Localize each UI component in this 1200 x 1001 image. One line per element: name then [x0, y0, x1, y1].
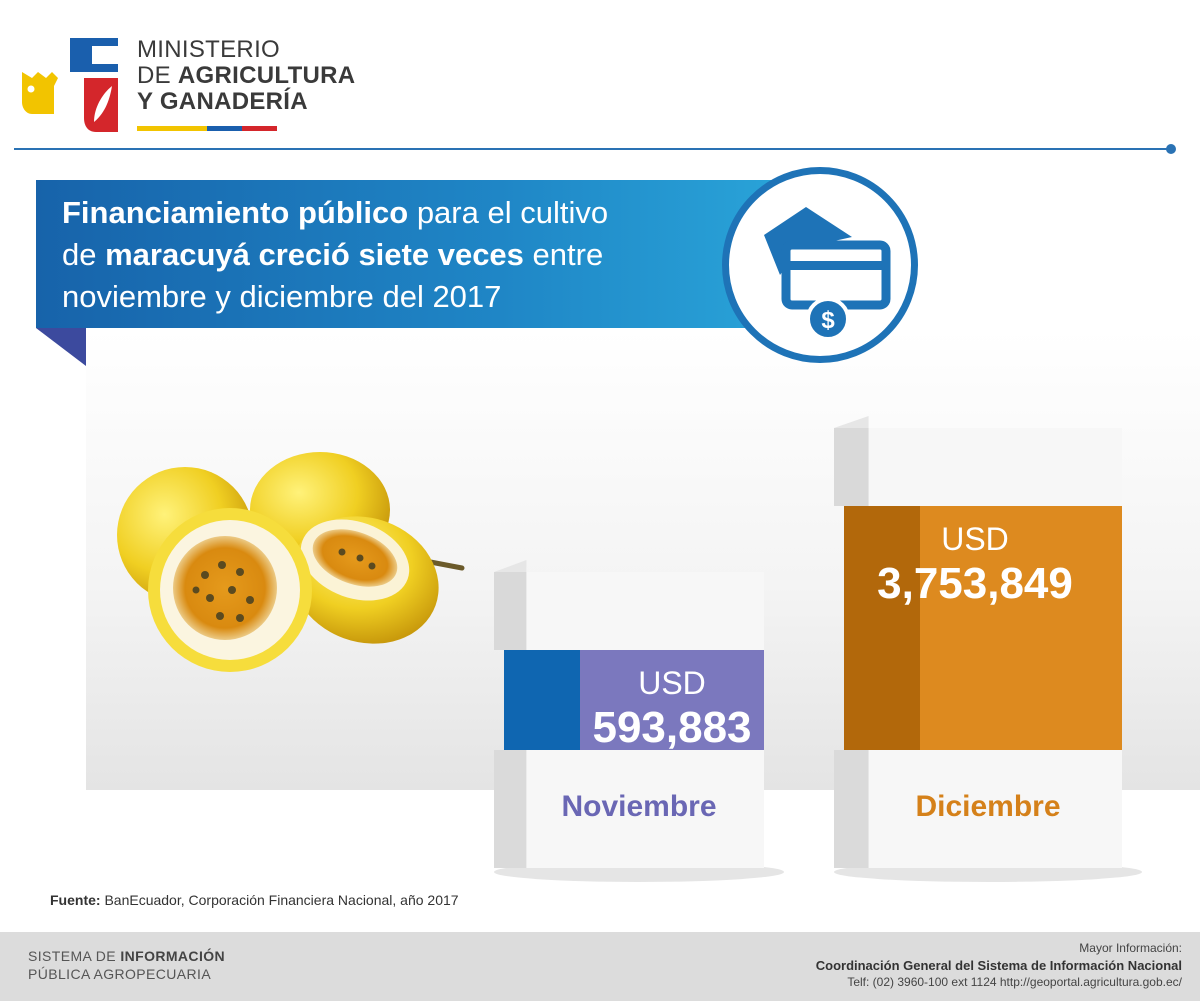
- title-banner: [36, 180, 808, 328]
- value-label-diciembre: 3,753,849: [877, 559, 1073, 608]
- source-text: BanEcuador, Corporación Financiera Nacio…: [100, 892, 459, 908]
- bar-cap-bevel-diciembre: [834, 416, 869, 428]
- footer: SISTEMA DE INFORMACIÓN PÚBLICA AGROPECUA…: [0, 932, 1200, 1001]
- bar-base-side-diciembre: [834, 750, 869, 868]
- ministry-line-2-prefix: DE: [137, 62, 178, 89]
- category-label-noviembre: Noviembre: [561, 790, 716, 823]
- svg-text:$: $: [821, 307, 835, 334]
- value-label-noviembre: 593,883: [592, 703, 751, 752]
- footer-more-info: Mayor Información:: [1079, 941, 1182, 955]
- ministry-line-2-bold: AGRICULTURA: [177, 62, 356, 89]
- flag-blue-segment: [207, 126, 242, 131]
- bar-side-diciembre: [844, 506, 920, 750]
- source-note: Fuente: BanEcuador, Corporación Financie…: [50, 892, 459, 908]
- passion-fruit-illustration: [117, 452, 465, 672]
- flag-yellow-segment: [137, 126, 207, 131]
- flag-red-segment: [242, 126, 277, 131]
- footer-system-line-2: PÚBLICA AGROPECUARIA: [28, 966, 212, 982]
- value-currency-diciembre: USD: [941, 521, 1009, 557]
- ministry-line-2: DE AGRICULTURA: [137, 63, 355, 89]
- footer-system-name: SISTEMA DE INFORMACIÓN PÚBLICA AGROPECUA…: [28, 947, 225, 983]
- ministry-line-1: MINISTERIO: [137, 36, 281, 63]
- footer-system-prefix: SISTEMA DE: [28, 948, 121, 964]
- flag-color-bar: [137, 126, 277, 131]
- bar-cap-side-noviembre: [494, 572, 527, 650]
- credit-card-dollar-icon: $: [722, 167, 918, 363]
- headline: Financiamiento público para el cultivo d…: [62, 192, 722, 318]
- footer-phone-url: Telf: (02) 3960-100 ext 1124 http://geop…: [847, 975, 1182, 989]
- bar-side-noviembre: [504, 650, 580, 750]
- ministry-logo-icon: [22, 38, 118, 132]
- header-divider-dot: [1166, 144, 1176, 154]
- bar-noviembre: [580, 650, 764, 750]
- headline-bold-1: Financiamiento público: [62, 195, 409, 230]
- bar-cap-diciembre: [834, 428, 1122, 506]
- footer-system-line-1: SISTEMA DE INFORMACIÓN: [28, 947, 225, 965]
- headline-prefix-2: de: [62, 237, 106, 272]
- bar-cap-side-diciembre: [834, 428, 869, 506]
- bar-base-noviembre: [494, 750, 764, 868]
- bar-base-side-noviembre: [494, 750, 527, 868]
- bar-base-diciembre: [834, 750, 1122, 868]
- header-divider: [14, 148, 1172, 150]
- headline-line-3: noviembre y diciembre del 2017: [62, 279, 502, 314]
- ministry-line-3-bold: Y GANADERÍA: [137, 88, 308, 115]
- value-currency-noviembre: USD: [638, 665, 706, 701]
- ministry-name: MINISTERIO DE AGRICULTURA Y GANADERÍA: [137, 37, 355, 115]
- source-label: Fuente:: [50, 892, 101, 908]
- bar-cap-noviembre: [494, 572, 764, 650]
- headline-line-1: Financiamiento público para el cultivo: [62, 192, 722, 234]
- headline-bold-2: maracuyá creció siete veces: [105, 237, 524, 272]
- ministry-line-3: Y GANADERÍA: [137, 89, 355, 115]
- headline-line-2: de maracuyá creció siete veces entre: [62, 234, 722, 276]
- footer-system-bold: INFORMACIÓN: [120, 948, 226, 964]
- bar-cap-bevel-noviembre: [494, 560, 527, 572]
- footer-contact: Mayor Información: Coordinación General …: [816, 940, 1182, 991]
- headline-regular-1: para el cultivo: [408, 195, 609, 230]
- footer-coordination: Coordinación General del Sistema de Info…: [815, 958, 1182, 973]
- category-label-diciembre: Diciembre: [915, 790, 1060, 823]
- headline-regular-2: entre: [523, 237, 604, 272]
